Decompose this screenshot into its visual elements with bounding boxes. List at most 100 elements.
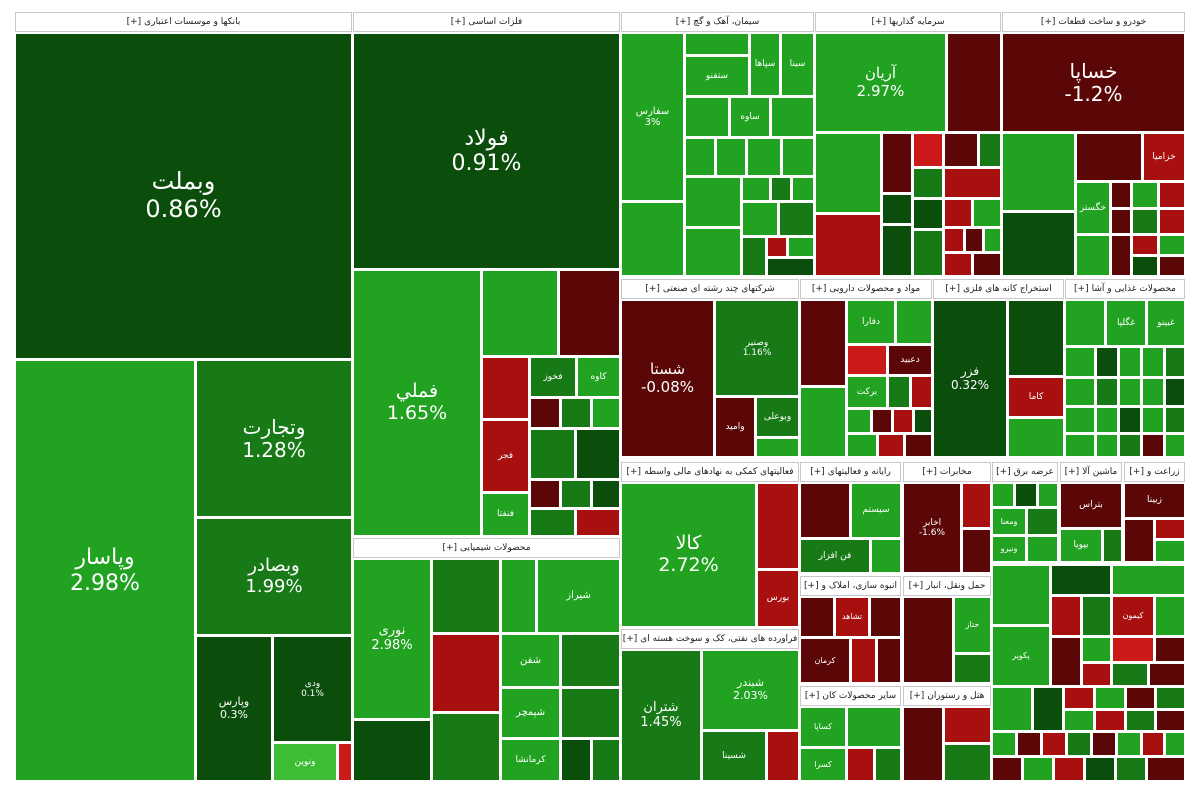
stock-tile[interactable]	[1096, 378, 1118, 406]
stock-tile[interactable]	[1008, 418, 1064, 457]
stock-tile[interactable]	[771, 177, 791, 201]
stock-tile[interactable]	[1165, 732, 1185, 756]
stock-tile[interactable]	[1111, 235, 1131, 276]
stock-tile[interactable]: کاوه	[577, 357, 620, 397]
stock-tile[interactable]	[561, 739, 591, 781]
sector-header[interactable]: استخراج کانه های فلزی [+]	[933, 279, 1064, 299]
stock-tile[interactable]: کالا 2.72%	[621, 483, 756, 627]
stock-tile[interactable]	[742, 177, 770, 201]
stock-tile[interactable]	[792, 177, 814, 201]
stock-tile[interactable]: ونیرو	[992, 536, 1026, 562]
stock-tile[interactable]	[1126, 687, 1155, 709]
stock-tile[interactable]	[872, 409, 892, 433]
stock-tile[interactable]	[1156, 687, 1185, 709]
sector-header[interactable]: فعالیتهای کمکی به نهادهای مالی واسطه [+]	[621, 462, 799, 482]
stock-tile[interactable]	[1065, 378, 1095, 406]
stock-tile[interactable]	[767, 731, 799, 781]
stock-tile[interactable]: سينا	[781, 33, 814, 96]
stock-tile[interactable]	[815, 214, 881, 276]
stock-tile[interactable]	[800, 387, 846, 457]
stock-tile[interactable]	[913, 133, 943, 167]
sector-basic-metals[interactable]: فلزات اساسی [+] فولاد 0.91% فملي 1.65% فخوز…	[353, 12, 620, 536]
stock-tile[interactable]	[757, 483, 799, 569]
stock-tile[interactable]: کساپا	[800, 707, 846, 747]
stock-tile[interactable]	[1038, 483, 1058, 507]
stock-tile[interactable]	[984, 228, 1001, 252]
sector-automotive[interactable]: خودرو و ساخت قطعات [+] خساپا -1.2% خزامیا …	[1002, 12, 1185, 276]
stock-tile[interactable]	[954, 654, 991, 683]
expand-icon[interactable]: [+]	[945, 284, 960, 294]
stock-tile[interactable]	[992, 687, 1032, 731]
stock-tile[interactable]	[1159, 182, 1185, 208]
stock-tile[interactable]	[685, 138, 715, 176]
stock-tile[interactable]	[1126, 710, 1155, 731]
stock-tile[interactable]	[1112, 663, 1148, 686]
stock-tile[interactable]: وپاسار 2.98%	[15, 360, 195, 781]
stock-tile[interactable]	[979, 133, 1001, 167]
stock-tile[interactable]	[1142, 732, 1164, 756]
sector-header[interactable]: حمل ونقل، انبار [+]	[903, 576, 991, 596]
expand-icon[interactable]: [+]	[922, 467, 937, 477]
stock-tile[interactable]	[944, 168, 1001, 198]
stock-tile[interactable]: بتراس	[1060, 483, 1122, 528]
stock-tile[interactable]	[1103, 529, 1122, 562]
stock-tile[interactable]	[944, 744, 991, 781]
sector-header[interactable]: سایر محصولات کان [+]	[800, 686, 901, 706]
stock-tile[interactable]	[800, 483, 850, 538]
stock-tile[interactable]	[1015, 483, 1037, 507]
sector-header[interactable]: بانکها و موسسات اعتباری [+]	[15, 12, 352, 32]
stock-tile[interactable]	[561, 480, 591, 508]
stock-tile[interactable]	[1085, 757, 1115, 781]
stock-tile[interactable]	[592, 398, 620, 428]
stock-tile[interactable]: فخوز	[530, 357, 576, 397]
stock-tile[interactable]	[882, 194, 912, 224]
stock-tile[interactable]: سفارس 3%	[621, 33, 684, 201]
stock-tile[interactable]	[903, 597, 953, 683]
stock-tile[interactable]	[576, 509, 620, 536]
expand-icon[interactable]: [+]	[645, 284, 660, 294]
stock-tile[interactable]: کاما	[1008, 377, 1064, 417]
stock-tile[interactable]	[1165, 407, 1185, 433]
sector-banks[interactable]: بانکها و موسسات اعتباری [+] وبملت 0.86% وپ…	[15, 12, 352, 781]
stock-tile[interactable]	[685, 97, 729, 137]
stock-tile[interactable]	[962, 529, 991, 573]
sector-oil-products[interactable]: فراورده های نفتی، کک و سوخت هسته ای [+] ش…	[621, 629, 799, 781]
stock-tile[interactable]	[1142, 347, 1164, 377]
stock-tile[interactable]: وامید	[715, 397, 755, 457]
stock-tile[interactable]	[888, 376, 910, 408]
stock-tile[interactable]	[1096, 407, 1118, 433]
stock-tile[interactable]	[1095, 687, 1125, 709]
expand-icon[interactable]: [+]	[810, 467, 825, 477]
stock-tile[interactable]	[1165, 434, 1185, 457]
stock-tile[interactable]	[800, 597, 834, 637]
stock-tile[interactable]	[1111, 209, 1131, 234]
sector-investments[interactable]: سرمایه گذاریها [+] آريان 2.97%	[815, 12, 1001, 276]
stock-tile[interactable]	[771, 97, 814, 137]
expand-icon[interactable]: [+]	[675, 17, 691, 27]
stock-tile[interactable]	[1065, 300, 1105, 346]
stock-tile[interactable]	[501, 559, 536, 633]
sector-header[interactable]: سیمان، آهک و گچ [+]	[621, 12, 814, 32]
stock-tile[interactable]	[944, 707, 991, 743]
stock-tile[interactable]	[779, 202, 814, 236]
expand-icon[interactable]: [+]	[996, 467, 1011, 477]
sector-cement[interactable]: سیمان، آهک و گچ [+] سفارس 3% ستفنو سپاها س…	[621, 12, 814, 276]
stock-tile[interactable]: دفارا	[847, 300, 895, 344]
stock-tile[interactable]	[592, 480, 620, 508]
stock-tile[interactable]	[882, 225, 912, 276]
stock-tile[interactable]: کرمانشا	[501, 739, 560, 781]
sector-header[interactable]: ماشین آلا [+]	[1060, 462, 1122, 482]
stock-tile[interactable]: آريان 2.97%	[815, 33, 946, 132]
stock-tile[interactable]	[1051, 565, 1111, 595]
stock-tile[interactable]	[1064, 710, 1094, 731]
sector-header[interactable]: فلزات اساسی [+]	[353, 12, 620, 32]
sector-header[interactable]: رایانه و فعالیتهای [+]	[800, 462, 901, 482]
sector-header[interactable]: عرضه برق [+]	[992, 462, 1058, 482]
stock-tile[interactable]	[914, 409, 932, 433]
stock-tile[interactable]	[1054, 757, 1084, 781]
stock-tile[interactable]	[896, 300, 932, 344]
stock-tile[interactable]: کرمان	[800, 638, 850, 683]
stock-tile[interactable]	[944, 228, 964, 252]
sector-machinery[interactable]: ماشین آلا [+] بتراس بپویا	[1060, 462, 1122, 562]
stock-tile[interactable]	[1065, 434, 1095, 457]
